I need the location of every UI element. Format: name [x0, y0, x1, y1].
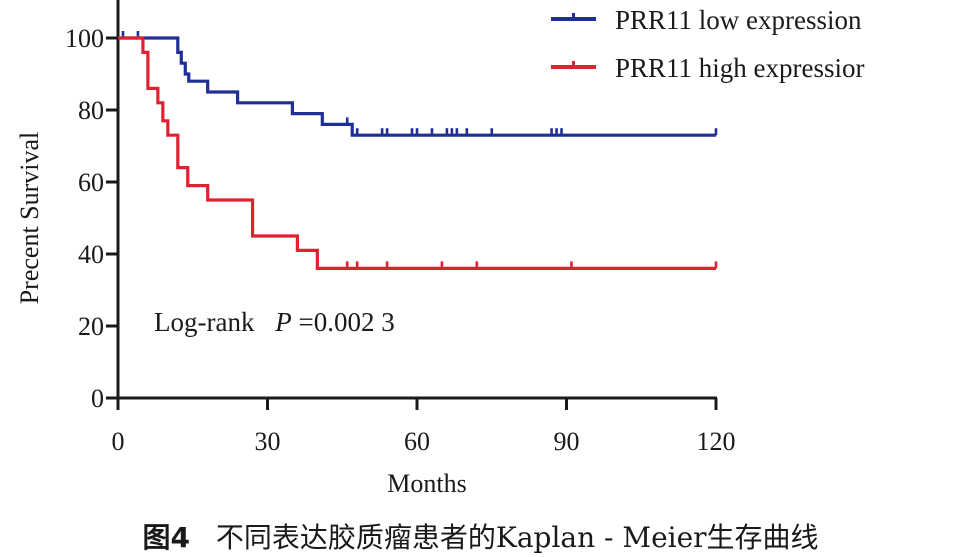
y-tick-label: 0 — [91, 384, 104, 413]
y-tick-label: 60 — [78, 168, 104, 197]
legend-label-high: PRR11 high expressior — [615, 53, 865, 83]
y-tick-label: 20 — [78, 312, 104, 341]
y-tick-label: 100 — [65, 24, 104, 53]
figure-caption-text: 不同表达胶质瘤患者的Kaplan - Meier生存曲线 — [215, 521, 819, 554]
x-tick-label: 0 — [112, 427, 125, 456]
y-axis-title: Precent Survival — [15, 132, 44, 305]
survival-curve-low — [118, 36, 716, 137]
p-symbol: P — [274, 307, 292, 337]
x-tick-label: 90 — [554, 427, 580, 456]
x-tick-label: 60 — [404, 427, 430, 456]
x-tick-label: 30 — [255, 427, 281, 456]
logrank-label: Log-rank — [154, 307, 255, 337]
axes: 0 30 60 90 120 0 20 40 60 80 100 — [65, 0, 736, 456]
survival-chart: 0 30 60 90 120 0 20 40 60 80 100 PRR11 low express… — [15, 0, 865, 498]
y-tick-label: 40 — [78, 240, 104, 269]
legend-label-low: PRR11 low expression — [615, 5, 862, 35]
legend: PRR11 low expression PRR11 high expressi… — [551, 5, 865, 83]
series-layer — [118, 31, 718, 270]
logrank-annotation: Log-rank P =0.002 3 — [154, 307, 395, 337]
figure-caption: 图4 不同表达胶质瘤患者的Kaplan - Meier生存曲线 — [0, 516, 961, 556]
p-value: =0.002 3 — [298, 307, 394, 337]
x-tick-label: 120 — [697, 427, 736, 456]
y-tick-label: 80 — [78, 96, 104, 125]
figure-label: 图4 — [142, 521, 190, 554]
x-axis-title: Months — [387, 469, 466, 498]
survival-curve-high — [118, 36, 716, 270]
